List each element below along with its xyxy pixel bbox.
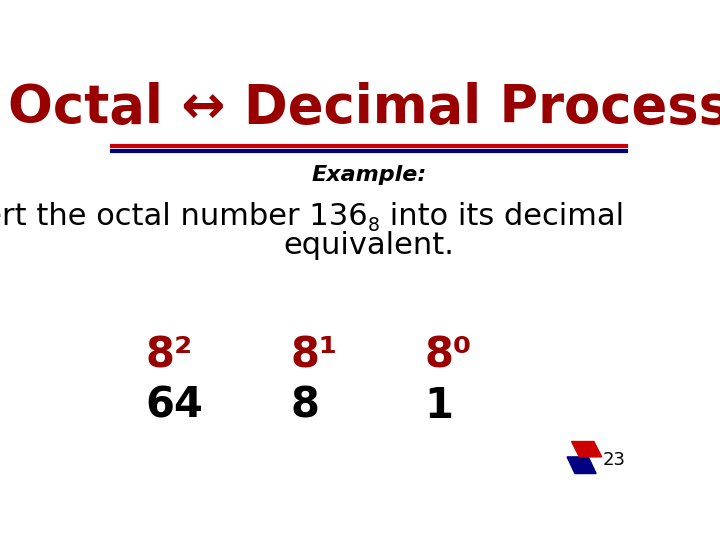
Text: 1: 1 [425,385,454,427]
Text: 64: 64 [145,385,204,427]
Polygon shape [567,457,596,474]
Text: 8: 8 [291,385,320,427]
Text: Octal ↔ Decimal Process: Octal ↔ Decimal Process [8,83,720,134]
Polygon shape [572,442,602,457]
Text: 8⁰: 8⁰ [425,335,472,377]
Text: 23: 23 [603,451,626,469]
Text: Example:: Example: [311,165,427,185]
Text: equivalent.: equivalent. [284,231,454,260]
Text: Convert the octal number 136: Convert the octal number 136 [0,202,367,231]
Text: into its decimal: into its decimal [380,202,624,231]
Text: 8²: 8² [145,335,193,377]
Text: 8¹: 8¹ [291,335,338,377]
Text: 8: 8 [367,216,379,235]
